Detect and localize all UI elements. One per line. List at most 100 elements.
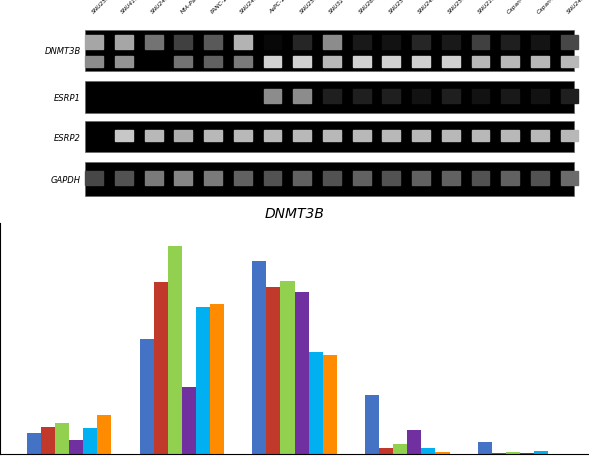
Bar xyxy=(309,352,323,454)
Bar xyxy=(323,36,341,50)
Bar xyxy=(234,172,252,185)
Bar xyxy=(85,31,574,72)
Bar xyxy=(174,130,192,142)
Bar xyxy=(353,56,370,68)
Bar xyxy=(85,56,103,68)
Text: SNU2466: SNU2466 xyxy=(239,0,262,15)
Bar xyxy=(85,82,574,113)
Text: ESRP2: ESRP2 xyxy=(54,134,81,143)
Bar xyxy=(204,56,222,68)
Text: SNU213: SNU213 xyxy=(477,0,497,15)
Bar xyxy=(145,36,163,50)
Bar xyxy=(85,36,103,50)
Bar xyxy=(263,56,282,68)
Text: Capan-1: Capan-1 xyxy=(507,0,528,15)
Bar xyxy=(174,56,192,68)
Bar xyxy=(501,172,519,185)
Bar xyxy=(472,36,489,50)
Bar xyxy=(293,56,311,68)
Text: MIA-PaCa2: MIA-PaCa2 xyxy=(180,0,206,15)
Bar xyxy=(115,56,133,68)
Bar xyxy=(506,452,520,454)
Text: SNU410: SNU410 xyxy=(120,0,141,15)
Bar xyxy=(421,448,435,454)
Bar xyxy=(263,36,282,50)
Bar xyxy=(115,130,133,142)
Bar xyxy=(379,448,393,454)
Bar xyxy=(561,130,578,142)
Bar xyxy=(204,36,222,50)
Bar xyxy=(27,433,41,454)
Text: ESRP1: ESRP1 xyxy=(54,94,81,103)
Bar xyxy=(69,440,83,454)
Bar xyxy=(323,355,337,454)
Bar xyxy=(263,90,282,104)
Bar xyxy=(293,36,311,50)
Bar xyxy=(323,90,341,104)
Bar xyxy=(501,130,519,142)
Bar xyxy=(293,130,311,142)
Bar xyxy=(145,172,163,185)
Bar xyxy=(115,172,133,185)
Bar xyxy=(412,56,430,68)
Bar xyxy=(55,423,69,454)
Bar xyxy=(561,56,578,68)
Bar xyxy=(472,172,489,185)
Bar xyxy=(382,56,401,68)
Bar xyxy=(294,292,309,454)
Bar xyxy=(561,172,578,185)
Bar xyxy=(263,172,282,185)
Bar xyxy=(41,427,55,454)
Text: SNU2543: SNU2543 xyxy=(388,0,411,15)
Bar xyxy=(234,130,252,142)
Bar xyxy=(196,308,210,454)
Bar xyxy=(145,130,163,142)
Bar xyxy=(531,36,549,50)
Bar xyxy=(263,130,282,142)
Bar xyxy=(412,90,430,104)
Bar xyxy=(353,130,370,142)
Bar xyxy=(382,172,401,185)
Bar xyxy=(323,172,341,185)
Bar xyxy=(412,172,430,185)
Text: SNU324: SNU324 xyxy=(328,0,349,15)
Bar xyxy=(293,90,311,104)
Bar xyxy=(442,56,459,68)
Bar xyxy=(520,453,534,454)
Bar xyxy=(501,56,519,68)
Text: SNU2571: SNU2571 xyxy=(447,0,470,15)
Bar xyxy=(531,130,549,142)
Bar xyxy=(174,36,192,50)
Bar xyxy=(323,56,341,68)
Bar xyxy=(472,56,489,68)
Bar xyxy=(293,172,311,185)
Bar xyxy=(531,90,549,104)
Bar xyxy=(472,90,489,104)
Bar xyxy=(561,90,578,104)
Bar xyxy=(85,122,574,153)
Bar xyxy=(353,172,370,185)
Bar xyxy=(382,36,401,50)
Text: PANC-1: PANC-1 xyxy=(210,0,229,15)
Bar xyxy=(115,36,133,50)
Bar xyxy=(442,90,459,104)
Bar xyxy=(234,36,252,50)
Bar xyxy=(501,36,519,50)
Bar xyxy=(472,130,489,142)
Bar xyxy=(323,130,341,142)
Bar xyxy=(393,444,407,454)
Bar xyxy=(365,395,379,454)
Bar xyxy=(382,90,401,104)
Bar xyxy=(168,246,182,454)
Bar xyxy=(501,90,519,104)
Bar xyxy=(154,283,168,454)
Bar xyxy=(412,36,430,50)
Bar xyxy=(407,430,421,454)
Bar xyxy=(85,172,103,185)
Bar xyxy=(442,172,459,185)
Bar xyxy=(204,172,222,185)
Bar xyxy=(182,387,196,454)
Bar xyxy=(140,339,154,454)
Text: SNU2485: SNU2485 xyxy=(566,0,589,15)
Title: DNMT3B: DNMT3B xyxy=(264,207,325,221)
